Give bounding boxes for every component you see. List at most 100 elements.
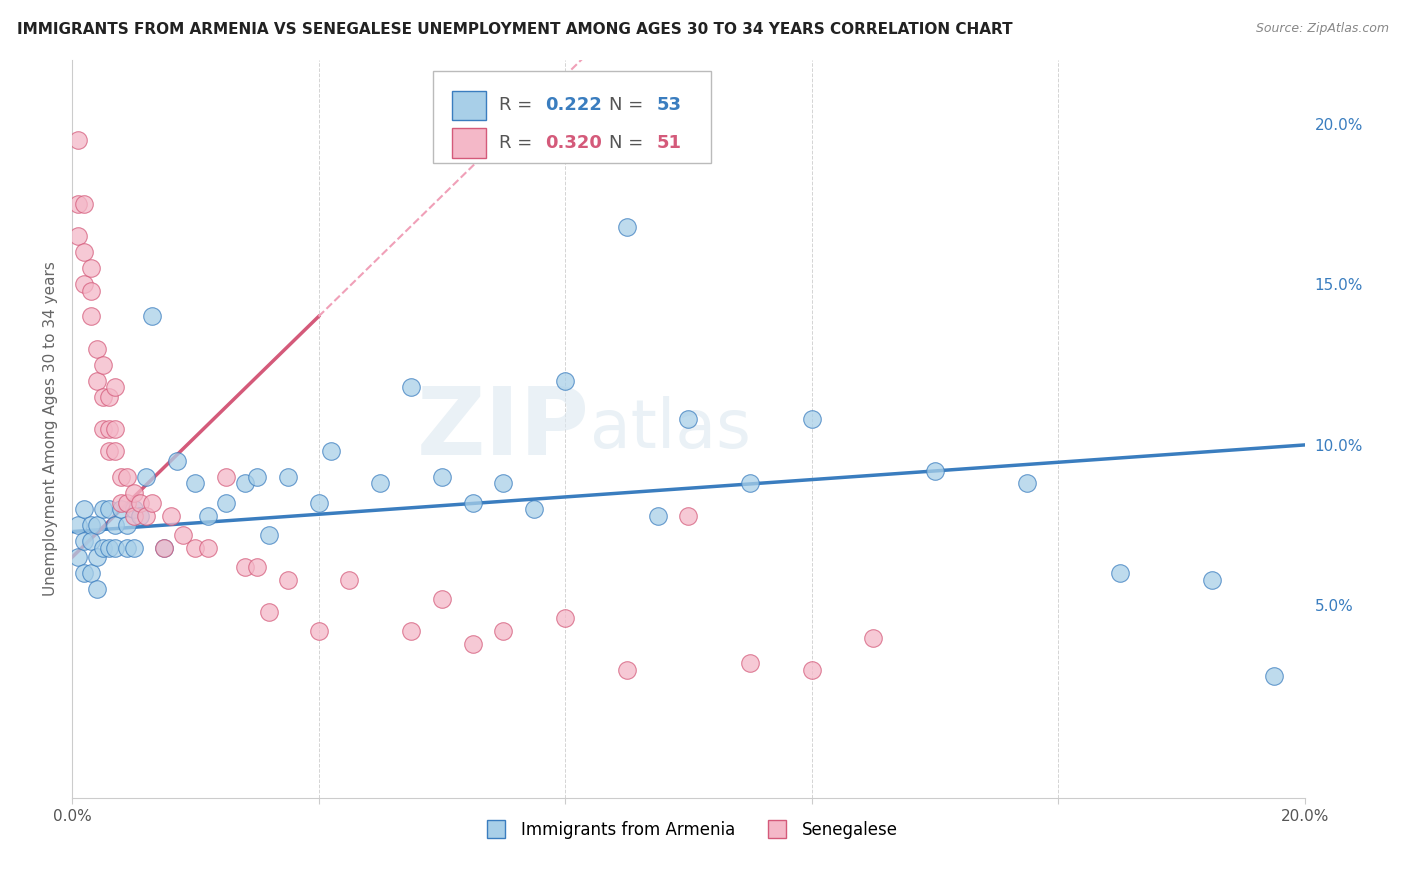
- Point: [104, 518, 127, 533]
- Point: [141, 496, 163, 510]
- Point: [104, 541, 127, 555]
- Point: [128, 496, 150, 510]
- Text: R =: R =: [499, 96, 537, 114]
- Point: [738, 476, 761, 491]
- Point: [104, 444, 127, 458]
- Y-axis label: Unemployment Among Ages 30 to 34 years: Unemployment Among Ages 30 to 34 years: [44, 261, 58, 597]
- Point: [117, 470, 139, 484]
- Point: [259, 528, 281, 542]
- Point: [430, 470, 453, 484]
- Point: [616, 663, 638, 677]
- Point: [104, 380, 127, 394]
- Point: [91, 358, 114, 372]
- Point: [73, 277, 96, 292]
- Text: atlas: atlas: [589, 396, 751, 462]
- Point: [91, 502, 114, 516]
- Text: N =: N =: [609, 134, 650, 152]
- Point: [79, 518, 101, 533]
- Point: [399, 624, 422, 639]
- Bar: [451, 91, 486, 120]
- Point: [91, 390, 114, 404]
- Point: [98, 444, 121, 458]
- Point: [368, 476, 391, 491]
- Legend: Immigrants from Armenia, Senegalese: Immigrants from Armenia, Senegalese: [472, 814, 904, 846]
- Point: [862, 631, 884, 645]
- Point: [277, 470, 299, 484]
- Point: [117, 518, 139, 533]
- Point: [73, 502, 96, 516]
- Point: [233, 560, 256, 574]
- Point: [461, 496, 484, 510]
- Point: [79, 284, 101, 298]
- Text: Source: ZipAtlas.com: Source: ZipAtlas.com: [1256, 22, 1389, 36]
- Point: [67, 133, 90, 147]
- Point: [738, 657, 761, 671]
- Point: [122, 508, 145, 523]
- Point: [104, 422, 127, 436]
- FancyBboxPatch shape: [433, 70, 710, 163]
- Point: [141, 310, 163, 324]
- Point: [166, 454, 188, 468]
- Point: [554, 611, 576, 625]
- Bar: [451, 128, 486, 158]
- Point: [215, 496, 238, 510]
- Point: [678, 508, 700, 523]
- Point: [67, 229, 90, 244]
- Text: 53: 53: [657, 96, 682, 114]
- Point: [86, 374, 108, 388]
- Point: [197, 541, 219, 555]
- Point: [172, 528, 194, 542]
- Point: [277, 573, 299, 587]
- Point: [678, 412, 700, 426]
- Point: [98, 502, 121, 516]
- Point: [91, 541, 114, 555]
- Point: [1017, 476, 1039, 491]
- Point: [86, 518, 108, 533]
- Point: [98, 541, 121, 555]
- Point: [135, 470, 157, 484]
- Text: N =: N =: [609, 96, 650, 114]
- Text: 51: 51: [657, 134, 682, 152]
- Point: [79, 310, 101, 324]
- Point: [215, 470, 238, 484]
- Point: [337, 573, 360, 587]
- Point: [117, 496, 139, 510]
- Point: [110, 496, 132, 510]
- Point: [73, 566, 96, 581]
- Point: [308, 624, 330, 639]
- Point: [319, 444, 342, 458]
- Point: [79, 534, 101, 549]
- Point: [184, 476, 207, 491]
- Point: [523, 502, 546, 516]
- Point: [1201, 573, 1223, 587]
- Point: [122, 486, 145, 500]
- Point: [122, 541, 145, 555]
- Point: [110, 470, 132, 484]
- Text: R =: R =: [499, 134, 537, 152]
- Point: [461, 637, 484, 651]
- Point: [110, 502, 132, 516]
- Point: [399, 380, 422, 394]
- Text: 0.320: 0.320: [546, 134, 602, 152]
- Point: [308, 496, 330, 510]
- Point: [153, 541, 176, 555]
- Point: [647, 508, 669, 523]
- Point: [128, 508, 150, 523]
- Point: [73, 245, 96, 260]
- Point: [135, 508, 157, 523]
- Point: [67, 550, 90, 565]
- Point: [184, 541, 207, 555]
- Point: [492, 624, 515, 639]
- Point: [117, 541, 139, 555]
- Point: [98, 422, 121, 436]
- Point: [924, 464, 946, 478]
- Point: [492, 476, 515, 491]
- Text: IMMIGRANTS FROM ARMENIA VS SENEGALESE UNEMPLOYMENT AMONG AGES 30 TO 34 YEARS COR: IMMIGRANTS FROM ARMENIA VS SENEGALESE UN…: [17, 22, 1012, 37]
- Point: [67, 197, 90, 211]
- Point: [86, 582, 108, 597]
- Point: [233, 476, 256, 491]
- Point: [153, 541, 176, 555]
- Point: [122, 502, 145, 516]
- Point: [616, 219, 638, 234]
- Point: [800, 412, 823, 426]
